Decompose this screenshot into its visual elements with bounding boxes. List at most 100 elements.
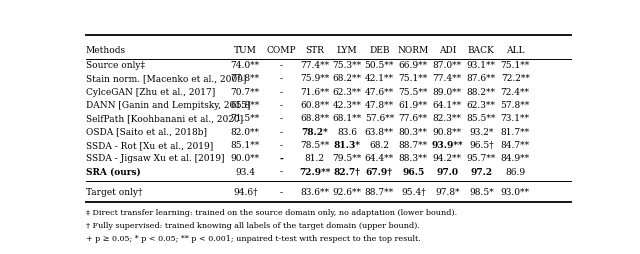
Text: 83.6**: 83.6** — [300, 188, 330, 197]
Text: 63.8**: 63.8** — [365, 128, 394, 137]
Text: 84.7**: 84.7** — [500, 141, 530, 150]
Text: 66.9**: 66.9** — [399, 61, 428, 70]
Text: SRA (ours): SRA (ours) — [86, 168, 141, 177]
Text: 87.0**: 87.0** — [433, 61, 462, 70]
Text: 94.6†: 94.6† — [233, 188, 257, 197]
Text: 47.6**: 47.6** — [365, 88, 394, 97]
Text: ‡ Direct transfer learning: trained on the source domain only, no adaptation (lo: ‡ Direct transfer learning: trained on t… — [86, 209, 457, 217]
Text: 62.3**: 62.3** — [333, 88, 362, 97]
Text: 77.4**: 77.4** — [300, 61, 330, 70]
Text: -: - — [280, 141, 282, 150]
Text: -: - — [280, 168, 282, 177]
Text: -: - — [280, 128, 282, 137]
Text: 65.8**: 65.8** — [230, 101, 260, 110]
Text: DANN [Ganin and Lempitsky, 2015]: DANN [Ganin and Lempitsky, 2015] — [86, 101, 250, 110]
Text: 72.4**: 72.4** — [500, 88, 530, 97]
Text: 93.1**: 93.1** — [467, 61, 496, 70]
Text: 78.2*: 78.2* — [301, 128, 328, 137]
Text: 95.4†: 95.4† — [401, 188, 426, 197]
Text: TUM: TUM — [234, 45, 257, 55]
Text: 42.3**: 42.3** — [333, 101, 362, 110]
Text: LYM: LYM — [337, 45, 357, 55]
Text: NORM: NORM — [397, 45, 429, 55]
Text: Stain norm. [Macenko et al., 2009]: Stain norm. [Macenko et al., 2009] — [86, 74, 246, 84]
Text: SelfPath [Koohbanani et al., 2020]: SelfPath [Koohbanani et al., 2020] — [86, 114, 243, 123]
Text: 85.5**: 85.5** — [467, 114, 496, 123]
Text: 75.9**: 75.9** — [300, 74, 330, 84]
Text: OSDA [Saito et al., 2018b]: OSDA [Saito et al., 2018b] — [86, 128, 207, 137]
Text: 88.2**: 88.2** — [467, 88, 496, 97]
Text: 64.1**: 64.1** — [433, 101, 462, 110]
Text: 75.1**: 75.1** — [500, 61, 530, 70]
Text: 77.6**: 77.6** — [399, 114, 428, 123]
Text: 80.3**: 80.3** — [399, 128, 428, 137]
Text: 93.9**: 93.9** — [431, 141, 463, 150]
Text: -: - — [280, 74, 282, 84]
Text: 67.9†: 67.9† — [366, 168, 393, 177]
Text: 96.5†: 96.5† — [469, 141, 493, 150]
Text: 79.5**: 79.5** — [332, 154, 362, 163]
Text: 71.6**: 71.6** — [300, 88, 330, 97]
Text: 87.6**: 87.6** — [467, 74, 496, 84]
Text: 88.3**: 88.3** — [399, 154, 428, 163]
Text: † Fully supervised: trained knowing all labels of the target domain (upper bound: † Fully supervised: trained knowing all … — [86, 222, 420, 230]
Text: -: - — [280, 61, 282, 70]
Text: 78.5**: 78.5** — [300, 141, 330, 150]
Text: Target only†: Target only† — [86, 188, 142, 197]
Text: 61.9**: 61.9** — [399, 101, 428, 110]
Text: 75.5**: 75.5** — [399, 88, 428, 97]
Text: 84.9**: 84.9** — [500, 154, 530, 163]
Text: 64.4**: 64.4** — [365, 154, 394, 163]
Text: 85.1**: 85.1** — [230, 141, 260, 150]
Text: 82.0**: 82.0** — [230, 128, 260, 137]
Text: 93.4: 93.4 — [235, 168, 255, 177]
Text: ADI: ADI — [438, 45, 456, 55]
Text: DEB: DEB — [369, 45, 390, 55]
Text: 50.5**: 50.5** — [365, 61, 394, 70]
Text: 81.2: 81.2 — [305, 154, 325, 163]
Text: -: - — [279, 154, 283, 163]
Text: 90.8**: 90.8** — [433, 128, 462, 137]
Text: 75.1**: 75.1** — [399, 74, 428, 84]
Text: Methods: Methods — [86, 45, 126, 55]
Text: 82.7†: 82.7† — [333, 168, 360, 177]
Text: -: - — [280, 101, 282, 110]
Text: 68.2**: 68.2** — [333, 74, 362, 84]
Text: CylceGAN [Zhu et al., 2017]: CylceGAN [Zhu et al., 2017] — [86, 88, 215, 97]
Text: -: - — [280, 114, 282, 123]
Text: 97.0: 97.0 — [436, 168, 458, 177]
Text: 77.4**: 77.4** — [433, 74, 462, 84]
Text: 68.1**: 68.1** — [333, 114, 362, 123]
Text: 83.6: 83.6 — [337, 128, 357, 137]
Text: 95.7**: 95.7** — [467, 154, 496, 163]
Text: 97.2: 97.2 — [470, 168, 492, 177]
Text: 96.5: 96.5 — [402, 168, 424, 177]
Text: COMP: COMP — [266, 45, 296, 55]
Text: 77.8**: 77.8** — [230, 74, 260, 84]
Text: -: - — [280, 188, 282, 197]
Text: 74.0**: 74.0** — [230, 61, 260, 70]
Text: + p ≥ 0.05; * p < 0.05; ** p < 0.001; unpaired t-test with respect to the top re: + p ≥ 0.05; * p < 0.05; ** p < 0.001; un… — [86, 235, 420, 243]
Text: 90.0**: 90.0** — [230, 154, 260, 163]
Text: -: - — [280, 88, 282, 97]
Text: SSDA - Rot [Xu et al., 2019]: SSDA - Rot [Xu et al., 2019] — [86, 141, 213, 150]
Text: 75.3**: 75.3** — [333, 61, 362, 70]
Text: 88.7**: 88.7** — [365, 188, 394, 197]
Text: 57.8**: 57.8** — [500, 101, 530, 110]
Text: BACK: BACK — [468, 45, 495, 55]
Text: 47.8**: 47.8** — [365, 101, 394, 110]
Text: SSDA - Jigsaw Xu et al. [2019]: SSDA - Jigsaw Xu et al. [2019] — [86, 154, 225, 163]
Text: 70.7**: 70.7** — [230, 88, 260, 97]
Text: 97.8*: 97.8* — [435, 188, 460, 197]
Text: 68.8**: 68.8** — [300, 114, 330, 123]
Text: STR: STR — [305, 45, 324, 55]
Text: 81.3*: 81.3* — [333, 141, 360, 150]
Text: 68.2: 68.2 — [369, 141, 389, 150]
Text: 42.1**: 42.1** — [365, 74, 394, 84]
Text: 89.0**: 89.0** — [433, 88, 462, 97]
Text: 93.0**: 93.0** — [500, 188, 530, 197]
Text: 60.8**: 60.8** — [300, 101, 330, 110]
Text: 94.2**: 94.2** — [433, 154, 462, 163]
Text: 72.9**: 72.9** — [299, 168, 330, 177]
Text: 81.7**: 81.7** — [500, 128, 530, 137]
